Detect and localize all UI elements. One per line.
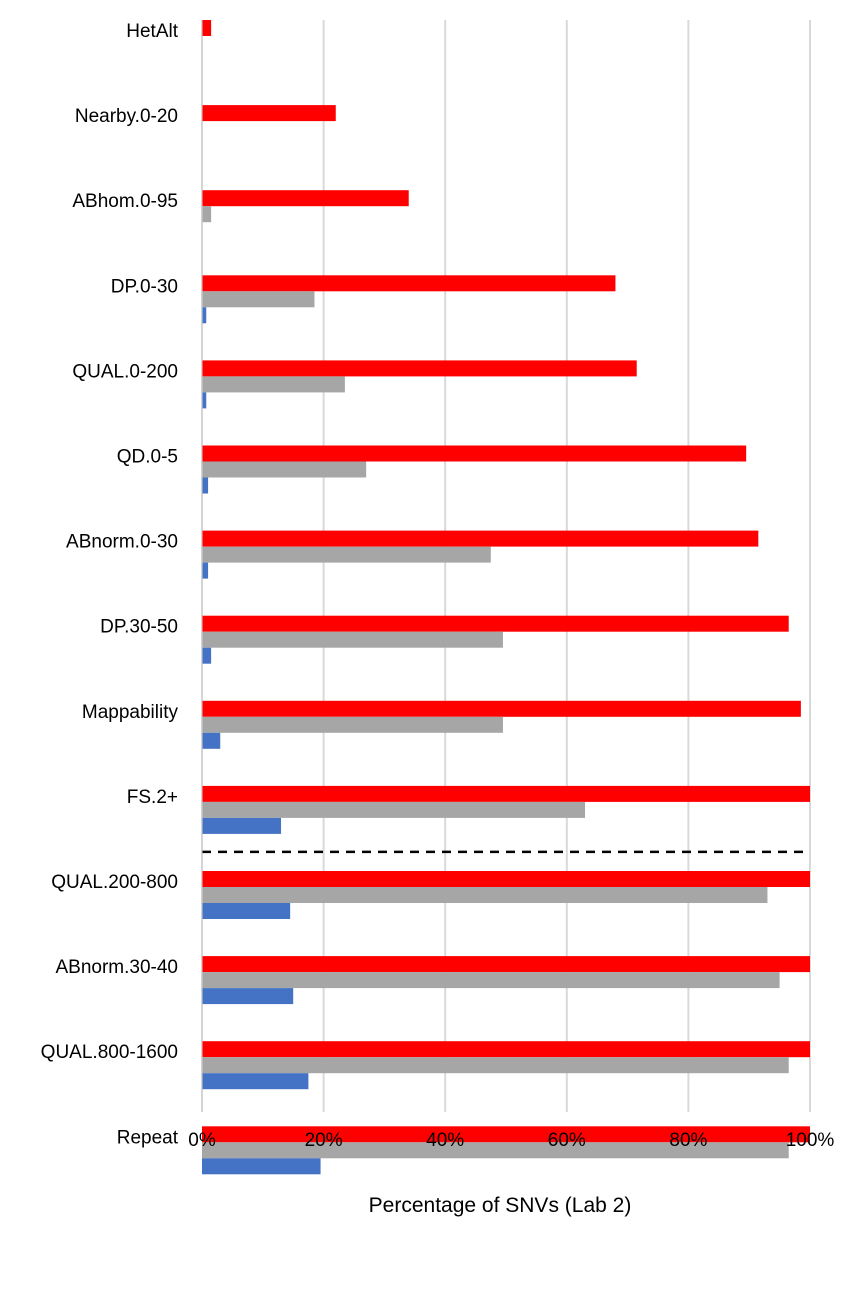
bar bbox=[202, 562, 209, 579]
category-label: Repeat bbox=[117, 1127, 179, 1148]
x-tick-label: 0% bbox=[188, 1130, 216, 1151]
bar bbox=[202, 647, 212, 664]
bar bbox=[202, 190, 409, 207]
bar bbox=[202, 1142, 789, 1159]
bar bbox=[202, 445, 747, 462]
bar bbox=[202, 1057, 789, 1074]
category-label: ABnorm.30-40 bbox=[55, 957, 178, 978]
bar bbox=[202, 903, 291, 919]
bar bbox=[202, 477, 209, 494]
gridlines bbox=[201, 20, 811, 1112]
bar bbox=[202, 291, 315, 308]
bar bbox=[202, 530, 759, 547]
category-label: HetAlt bbox=[126, 21, 178, 42]
category-label: QUAL.200-800 bbox=[51, 872, 178, 893]
bar bbox=[202, 1126, 810, 1143]
bar bbox=[202, 817, 282, 834]
bar bbox=[202, 887, 768, 903]
bars bbox=[202, 20, 810, 1175]
bar bbox=[202, 360, 637, 377]
x-tick-label: 60% bbox=[548, 1130, 586, 1151]
x-tick-label: 100% bbox=[786, 1130, 835, 1151]
category-label: ABhom.0-95 bbox=[72, 191, 178, 212]
bar bbox=[202, 785, 810, 802]
category-label: QUAL.0-200 bbox=[72, 361, 178, 382]
bar bbox=[202, 716, 503, 733]
bar bbox=[202, 1073, 309, 1090]
bar bbox=[202, 1158, 321, 1175]
bar bbox=[202, 376, 345, 393]
category-label: Mappability bbox=[82, 702, 179, 723]
bar bbox=[202, 615, 789, 632]
x-axis-title: Percentage of SNVs (Lab 2) bbox=[369, 1194, 632, 1217]
bar bbox=[202, 461, 367, 478]
bar bbox=[202, 392, 207, 409]
bar bbox=[202, 546, 491, 563]
category-label: Nearby.0-20 bbox=[75, 106, 178, 127]
category-label: QUAL.800-1600 bbox=[41, 1042, 178, 1063]
bar bbox=[202, 1041, 810, 1058]
category-label: ABnorm.0-30 bbox=[66, 532, 178, 553]
category-label: FS.2+ bbox=[127, 787, 178, 808]
category-label: QD.0-5 bbox=[117, 447, 178, 468]
bar bbox=[202, 275, 616, 292]
bar bbox=[202, 732, 221, 749]
category-label: DP.30-50 bbox=[100, 617, 178, 638]
bar bbox=[202, 307, 207, 324]
x-tick-label: 80% bbox=[669, 1130, 707, 1151]
bar bbox=[202, 20, 212, 36]
bar bbox=[202, 631, 503, 648]
category-label: DP.0-30 bbox=[111, 276, 178, 297]
bar bbox=[202, 801, 586, 818]
bar bbox=[202, 972, 780, 989]
x-tick-label: 20% bbox=[305, 1130, 343, 1151]
x-tick-label: 40% bbox=[426, 1130, 464, 1151]
bar bbox=[202, 988, 294, 1005]
bar bbox=[202, 956, 810, 973]
bar bbox=[202, 871, 810, 887]
bar bbox=[202, 700, 801, 717]
x-tick-labels: 0% 20% 40% 60% 80% 100% bbox=[188, 1130, 834, 1151]
bar bbox=[202, 105, 336, 122]
bar bbox=[202, 206, 212, 223]
category-labels: HetAlt Nearby.0-20 ABhom.0-95 DP.0-30 QUAL.0… bbox=[41, 21, 179, 1148]
